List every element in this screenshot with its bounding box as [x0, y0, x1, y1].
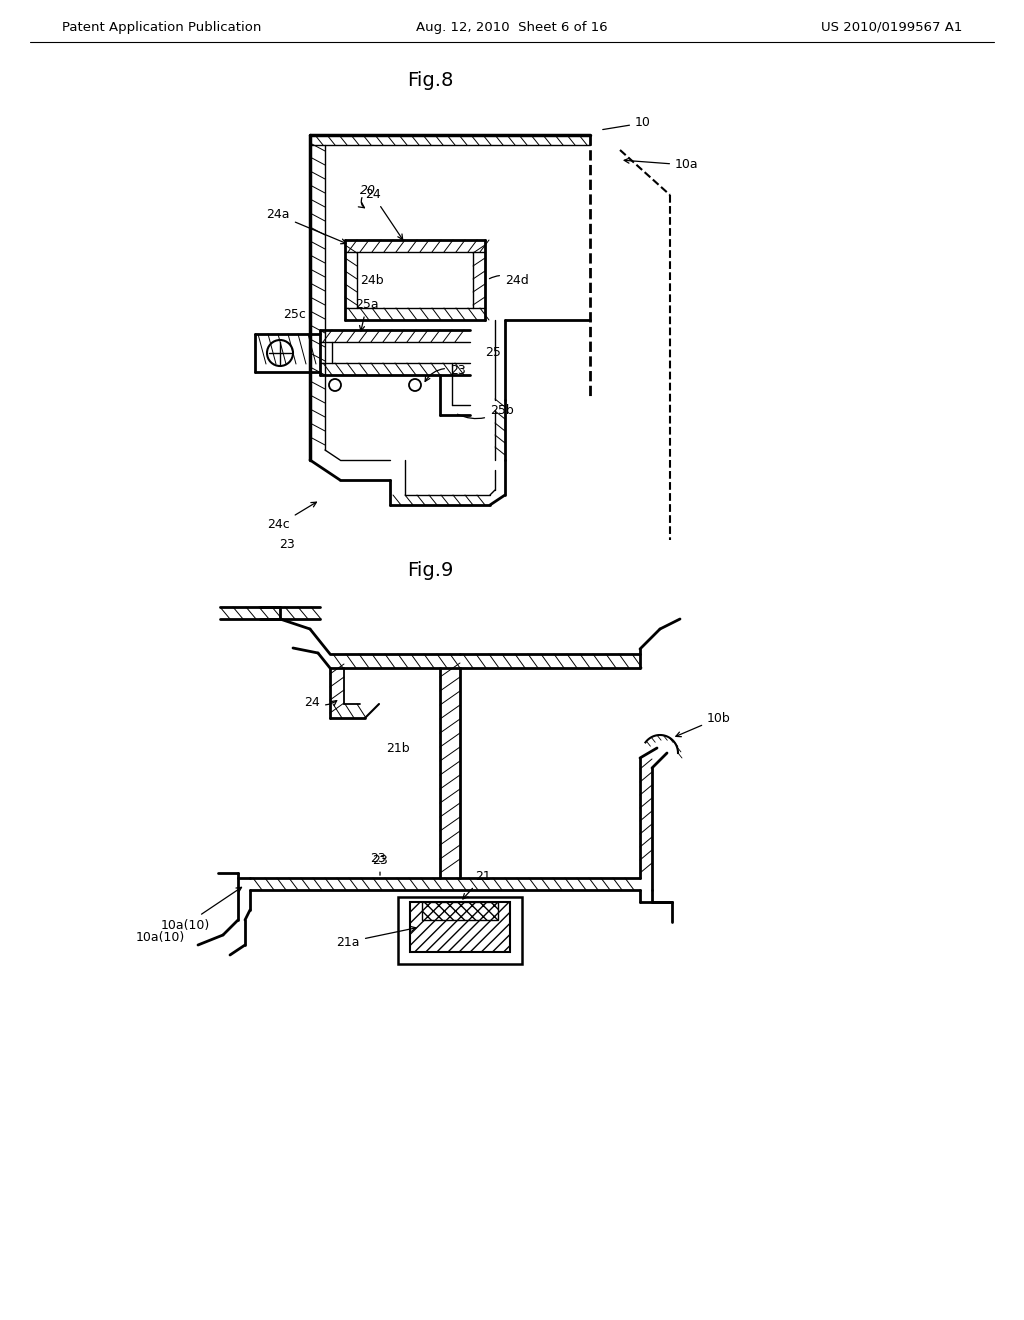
- Text: 25: 25: [485, 346, 501, 359]
- Text: Fig.8: Fig.8: [407, 70, 454, 90]
- Text: 10: 10: [603, 116, 651, 129]
- Text: 24a: 24a: [266, 209, 346, 244]
- Text: 25b: 25b: [458, 404, 514, 418]
- Bar: [422, 902, 498, 920]
- Text: 24: 24: [304, 697, 337, 710]
- Bar: [398, 898, 522, 964]
- Text: 21: 21: [463, 870, 490, 899]
- Text: 23: 23: [372, 854, 388, 875]
- Text: 24b: 24b: [360, 273, 384, 286]
- Text: 10a: 10a: [625, 158, 698, 172]
- Text: 10b: 10b: [676, 711, 731, 737]
- Text: 10a(10): 10a(10): [161, 887, 242, 932]
- Text: 24d: 24d: [489, 273, 528, 286]
- Text: Fig.9: Fig.9: [407, 561, 454, 579]
- Text: Patent Application Publication: Patent Application Publication: [62, 21, 261, 33]
- Text: US 2010/0199567 A1: US 2010/0199567 A1: [820, 21, 962, 33]
- Text: 10a(10): 10a(10): [136, 932, 185, 945]
- Text: Aug. 12, 2010  Sheet 6 of 16: Aug. 12, 2010 Sheet 6 of 16: [416, 21, 608, 33]
- Text: 23: 23: [425, 363, 466, 381]
- Text: 23: 23: [280, 539, 295, 552]
- Text: 25a: 25a: [355, 298, 379, 331]
- Text: 21a: 21a: [337, 927, 416, 949]
- Text: 24c: 24c: [267, 502, 316, 532]
- Text: 24: 24: [365, 189, 402, 239]
- Text: 21b: 21b: [386, 742, 410, 755]
- Bar: [410, 902, 510, 952]
- Text: 25c: 25c: [284, 309, 306, 322]
- Text: 23: 23: [370, 851, 386, 865]
- Text: 20: 20: [360, 183, 376, 197]
